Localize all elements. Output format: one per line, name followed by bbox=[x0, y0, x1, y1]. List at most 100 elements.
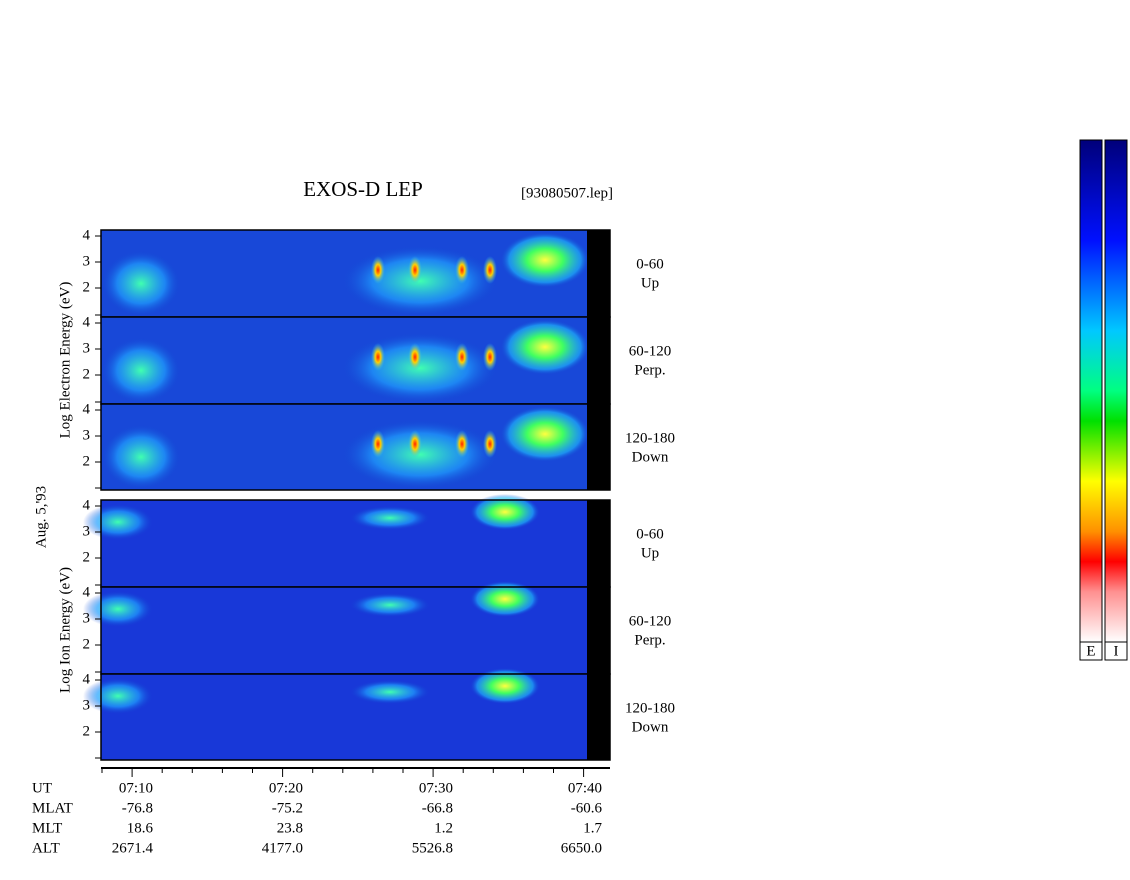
spectrogram-peak bbox=[408, 256, 422, 284]
spectrogram-peak bbox=[455, 256, 469, 284]
spectrogram-band bbox=[350, 506, 430, 530]
angle-label: 120-180 bbox=[625, 700, 675, 716]
spectrogram-band bbox=[83, 504, 153, 540]
angle-label: 60-120 bbox=[629, 343, 672, 359]
y-tick-label: 4 bbox=[83, 227, 91, 243]
direction-label: Down bbox=[632, 449, 669, 465]
spectrogram-hot bbox=[500, 406, 590, 462]
data-gap bbox=[587, 404, 610, 490]
y-tick-label: 4 bbox=[83, 314, 91, 330]
y-tick-label: 2 bbox=[83, 366, 91, 382]
spectrogram-band bbox=[340, 332, 500, 404]
direction-label: Perp. bbox=[634, 632, 665, 648]
y-tick-label: 4 bbox=[83, 584, 91, 600]
angle-label: 60-120 bbox=[629, 613, 672, 629]
direction-label: Perp. bbox=[634, 362, 665, 378]
y-tick-label: 2 bbox=[83, 453, 91, 469]
spectrogram-band bbox=[101, 424, 181, 490]
spectrogram-hot bbox=[470, 581, 540, 617]
y-tick-label: 3 bbox=[83, 697, 91, 713]
y-tick-label: 2 bbox=[83, 723, 91, 739]
spectrogram-band bbox=[350, 680, 430, 704]
row-value: -60.6 bbox=[571, 800, 603, 816]
y-tick-label: 4 bbox=[83, 671, 91, 687]
y-tick-label: 3 bbox=[83, 340, 91, 356]
direction-label: Up bbox=[641, 275, 659, 291]
y-tick-label: 3 bbox=[83, 523, 91, 539]
angle-label: 120-180 bbox=[625, 430, 675, 446]
data-gap bbox=[587, 317, 610, 404]
direction-label: Up bbox=[641, 545, 659, 561]
file-name: [93080507.lep] bbox=[521, 185, 613, 201]
row-value: 1.2 bbox=[434, 820, 453, 836]
spectrogram-peak bbox=[483, 256, 497, 284]
row-value: -66.8 bbox=[422, 800, 453, 816]
y-tick-label: 2 bbox=[83, 279, 91, 295]
row-value: 07:40 bbox=[568, 780, 602, 796]
row-value: -75.2 bbox=[272, 800, 303, 816]
panel-frame bbox=[100, 403, 611, 491]
y-tick-label: 3 bbox=[83, 427, 91, 443]
row-value: 4177.0 bbox=[262, 840, 303, 856]
spectrogram-hot bbox=[500, 319, 590, 375]
row-value: 1.7 bbox=[583, 820, 602, 836]
spectrogram-hot bbox=[500, 232, 590, 288]
spectrogram-peak bbox=[371, 430, 385, 458]
spectrogram-band bbox=[340, 419, 500, 490]
spectrogram-peak bbox=[408, 430, 422, 458]
colorbar-label: I bbox=[1114, 643, 1119, 659]
spectrogram-band bbox=[340, 245, 500, 317]
spectrogram-band bbox=[101, 337, 181, 404]
y-tick-label: 4 bbox=[83, 497, 91, 513]
ion-axis-label: Log Ion Energy (eV) bbox=[57, 567, 73, 693]
spectrogram-peak bbox=[455, 430, 469, 458]
colorbar-label: E bbox=[1086, 643, 1095, 659]
colorbar-label-box bbox=[1079, 641, 1103, 661]
spectrogram-peak bbox=[408, 343, 422, 371]
spectrogram-peak bbox=[455, 343, 469, 371]
y-tick-label: 4 bbox=[83, 401, 91, 417]
row-value: 5526.8 bbox=[412, 840, 453, 856]
data-gap bbox=[587, 500, 610, 587]
row-value: 07:20 bbox=[269, 780, 303, 796]
colorbar-label-box bbox=[1104, 641, 1128, 661]
angle-label: 0-60 bbox=[636, 526, 664, 542]
spectrogram-hot bbox=[470, 668, 540, 704]
y-tick-label: 2 bbox=[83, 549, 91, 565]
spectrogram-band bbox=[83, 591, 153, 627]
orbit-table: UT 07:10 07:20 07:30 07:40 MLAT -76.8 -75.2 -66.… bbox=[32, 780, 603, 856]
row-value: 07:10 bbox=[119, 780, 153, 796]
colorbar bbox=[1079, 139, 1103, 643]
row-value: -76.8 bbox=[122, 800, 153, 816]
electron-axis-label: Log Electron Energy (eV) bbox=[57, 282, 73, 439]
spectrogram-band bbox=[350, 593, 430, 617]
row-value: 18.6 bbox=[127, 820, 154, 836]
panels: 4 3 2 0-60 Up 4 3 2 60-120 Perp. 4 3 2 120-180 Down 4 3 2… bbox=[83, 227, 675, 777]
row-label: UT bbox=[32, 780, 52, 796]
row-value: 07:30 bbox=[419, 780, 453, 796]
y-tick-label: 3 bbox=[83, 253, 91, 269]
date-label: Aug. 5,'93 bbox=[33, 486, 49, 548]
row-label: MLAT bbox=[32, 800, 73, 816]
spectrogram-peak bbox=[483, 430, 497, 458]
row-label: ALT bbox=[32, 840, 60, 856]
title: EXOS-D LEP bbox=[303, 177, 423, 201]
spectrogram-hot bbox=[470, 494, 540, 530]
data-gap bbox=[587, 587, 610, 674]
direction-label: Down bbox=[632, 719, 669, 735]
row-value: 23.8 bbox=[277, 820, 303, 836]
row-value: 6650.0 bbox=[561, 840, 602, 856]
spectrogram-band bbox=[101, 250, 181, 317]
data-gap bbox=[587, 674, 610, 760]
spectrogram-peak bbox=[371, 256, 385, 284]
colorbar bbox=[1104, 139, 1128, 643]
y-tick-label: 2 bbox=[83, 636, 91, 652]
data-gap bbox=[587, 230, 610, 317]
row-value: 2671.4 bbox=[112, 840, 154, 856]
spectrogram-band bbox=[83, 678, 153, 714]
y-tick-label: 3 bbox=[83, 610, 91, 626]
angle-label: 0-60 bbox=[636, 256, 664, 272]
row-label: MLT bbox=[32, 820, 62, 836]
spectrogram-peak bbox=[371, 343, 385, 371]
